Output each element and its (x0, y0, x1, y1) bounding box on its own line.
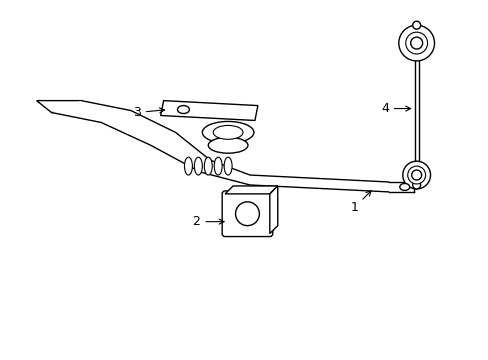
Ellipse shape (202, 121, 253, 143)
Ellipse shape (194, 157, 202, 175)
Ellipse shape (204, 157, 212, 175)
Circle shape (398, 25, 434, 61)
Circle shape (412, 21, 420, 29)
Ellipse shape (184, 157, 192, 175)
Text: 4: 4 (380, 102, 410, 115)
Ellipse shape (224, 157, 232, 175)
Circle shape (410, 37, 422, 49)
Polygon shape (224, 186, 277, 194)
Circle shape (402, 161, 429, 189)
Ellipse shape (177, 105, 189, 113)
FancyBboxPatch shape (222, 191, 272, 237)
Circle shape (235, 202, 259, 226)
Ellipse shape (399, 184, 409, 190)
Ellipse shape (208, 137, 247, 153)
Text: 3: 3 (133, 106, 164, 119)
Polygon shape (161, 100, 257, 121)
Text: 1: 1 (349, 191, 370, 214)
Polygon shape (269, 186, 277, 234)
Circle shape (405, 32, 427, 54)
Circle shape (407, 166, 425, 184)
Circle shape (412, 181, 420, 189)
Ellipse shape (213, 125, 243, 139)
Polygon shape (51, 100, 388, 192)
Ellipse shape (214, 157, 222, 175)
Polygon shape (37, 100, 96, 113)
Circle shape (411, 170, 421, 180)
Text: 2: 2 (192, 215, 224, 228)
